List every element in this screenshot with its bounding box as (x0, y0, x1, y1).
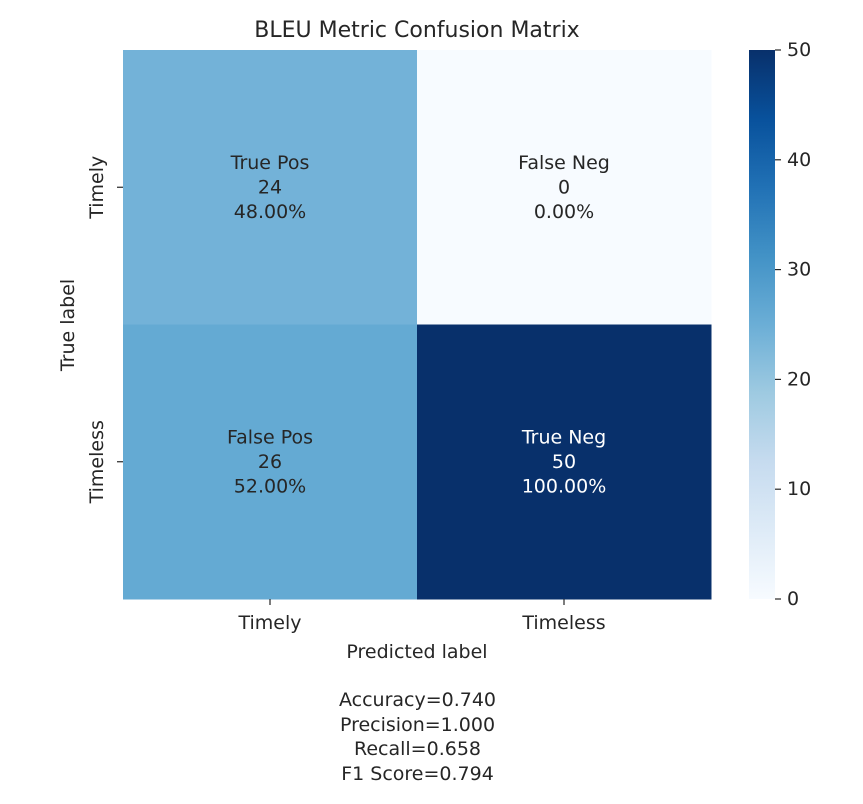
precision-text: Precision=1.000 (339, 713, 496, 736)
cell-label: False Pos (227, 426, 313, 448)
heatmap-axes: Timely Timeless Timely Timeless (86, 156, 606, 634)
y-axis-label: True label (57, 279, 79, 372)
cell-label: 26 (258, 451, 282, 473)
colorbar-tick-label: 40 (787, 149, 811, 171)
colorbar-tick-label: 30 (787, 259, 811, 281)
colorbar-ticks: 0 10 20 30 40 50 (775, 39, 811, 610)
y-tick-label: Timely (86, 156, 108, 220)
cell-label: 48.00% (234, 201, 306, 223)
colorbar (749, 50, 775, 599)
cell-label: 0.00% (534, 201, 594, 223)
cell-label: 0 (558, 176, 570, 198)
accuracy-text: Accuracy=0.740 (338, 689, 497, 711)
heatmap-cell (123, 324, 418, 600)
cell-label: True Pos (230, 152, 310, 174)
cell-label: 52.00% (234, 475, 306, 497)
y-tick-label: Timeless (86, 420, 108, 504)
x-tick-label: Timely (237, 612, 301, 634)
colorbar-tick-label: 10 (787, 478, 811, 500)
cell-label: True Neg (521, 426, 606, 448)
colorbar-tick-label: 0 (787, 588, 799, 610)
heatmap-cell (417, 324, 712, 600)
cell-label: 100.00% (522, 475, 607, 497)
metrics-summary: Accuracy=0.740 Precision=1.000 Recall=0.… (0, 688, 835, 786)
recall-text: Recall=0.658 (354, 738, 481, 760)
colorbar-tick-label: 20 (787, 368, 811, 390)
x-tick-label: Timeless (521, 612, 605, 634)
cell-label: False Neg (518, 152, 610, 174)
chart-title: BLEU Metric Confusion Matrix (254, 18, 579, 43)
cell-label: 24 (258, 176, 282, 198)
x-axis-label: Predicted label (346, 641, 487, 663)
f1-score-text: F1 Score=0.794 (341, 762, 494, 785)
heatmap-cell (417, 50, 712, 325)
cell-label: 50 (552, 451, 576, 473)
heatmap-cell (123, 50, 418, 325)
colorbar-tick-label: 50 (787, 39, 811, 61)
